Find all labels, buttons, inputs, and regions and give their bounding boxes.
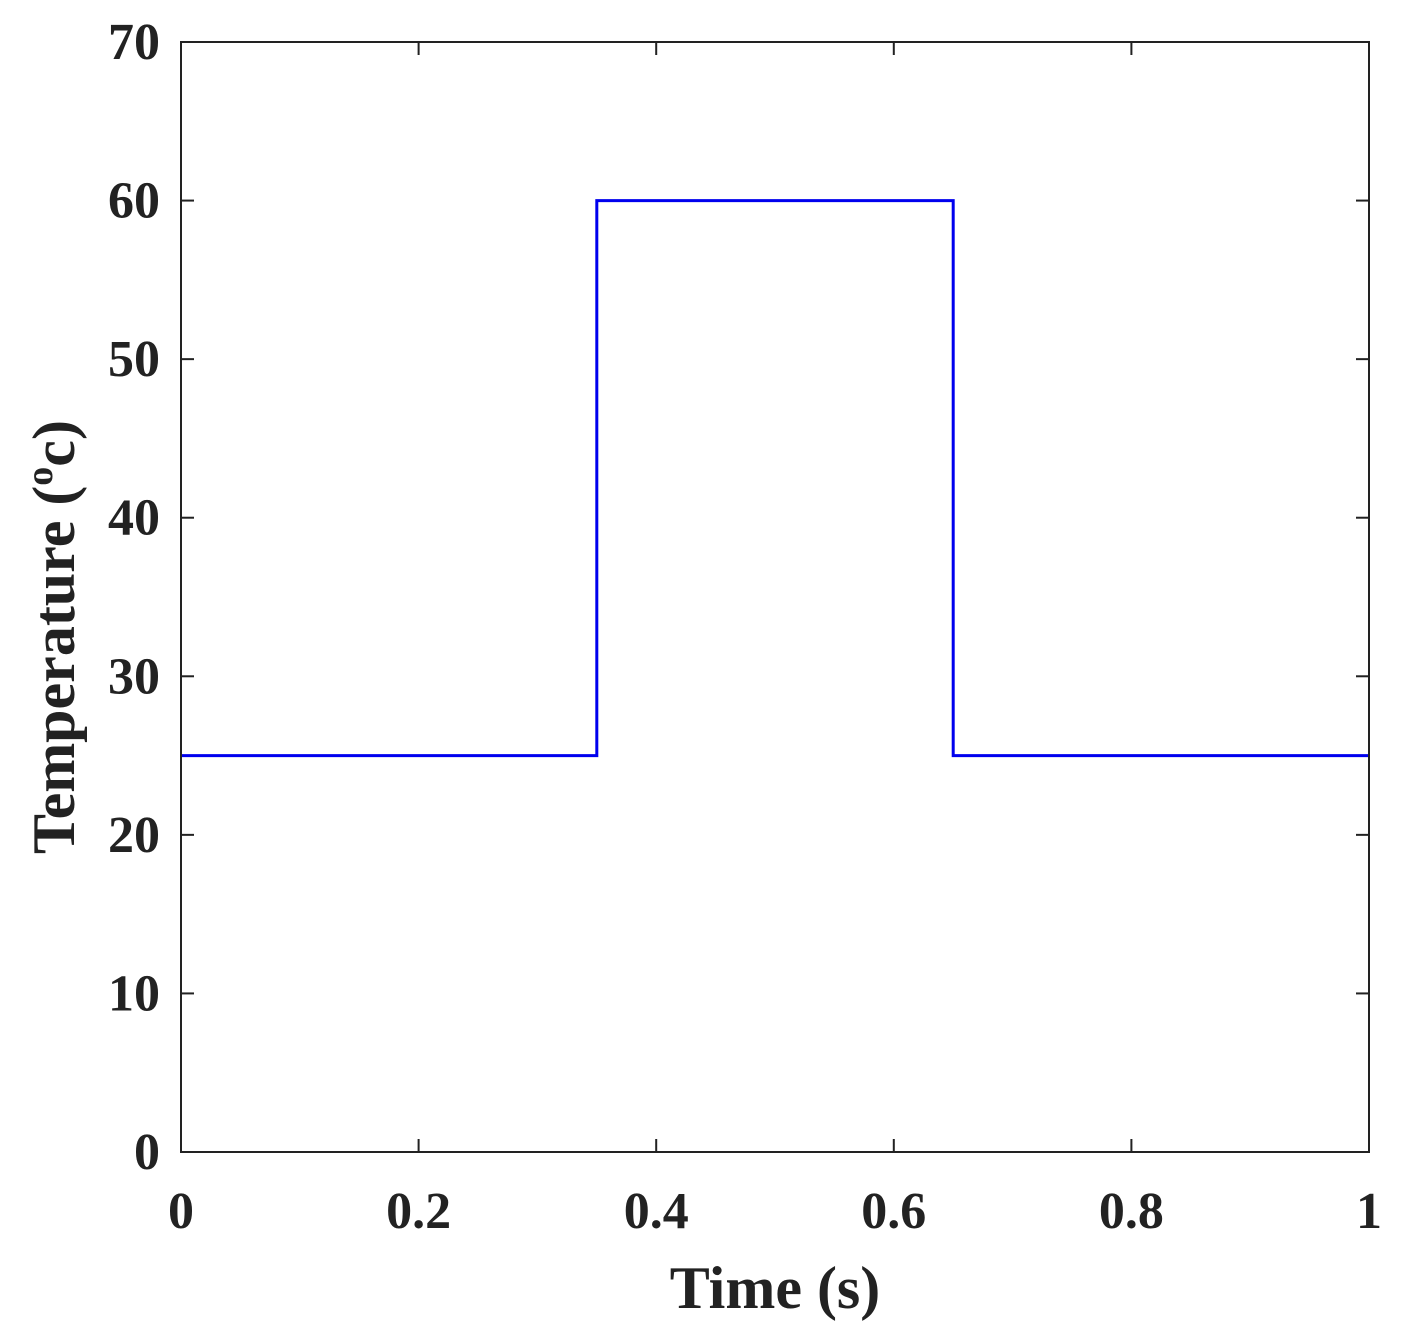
x-tick-label: 1 [1356,1183,1382,1240]
y-axis-title-prefix: Temperature ( [21,486,87,854]
y-tick-label: 50 [108,331,160,388]
y-tick-label: 20 [108,807,160,864]
y-tick-label: 60 [108,173,160,230]
x-tick-label: 0.8 [1099,1183,1164,1240]
x-axis-title: Time (s) [670,1255,881,1321]
x-tick-label: 0.4 [624,1183,689,1240]
y-axis-title-suffix: c) [21,420,87,467]
ticks-layer [180,41,1370,1153]
series-layer [181,199,1369,758]
y-axis-title-superscript: o [19,467,61,486]
y-tick-label: 40 [108,490,160,547]
series-line-0 [181,199,1369,758]
y-tick-label: 30 [108,648,160,705]
x-tick-label: 0.2 [386,1183,451,1240]
x-tick-label: 0 [168,1183,194,1240]
plot-frame [180,41,1370,1153]
y-axis-title: Temperature (oc) [19,420,87,854]
y-tick-label: 70 [108,14,160,71]
y-tick-label: 0 [134,1124,160,1181]
x-tick-label: 0.6 [861,1183,926,1240]
y-tick-label: 10 [108,965,160,1022]
